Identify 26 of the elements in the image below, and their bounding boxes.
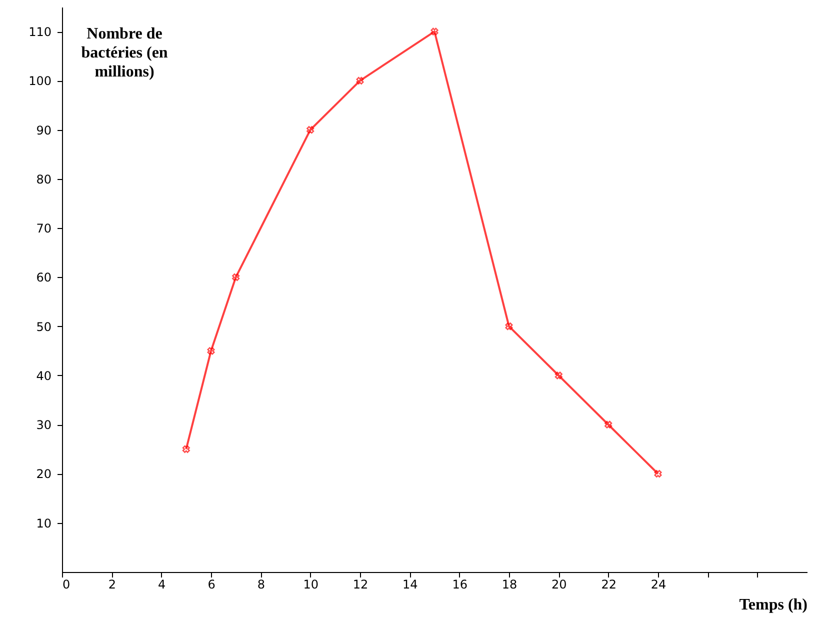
x-tick-label: 8: [257, 578, 265, 592]
y-tick-label: 90: [36, 123, 52, 138]
y-axis-title: Nombre de bactéries (en millions): [81, 26, 168, 80]
y-tick-label: 30: [36, 418, 52, 432]
y-tick-label: 50: [36, 320, 52, 334]
x-tick-label: 18: [502, 578, 518, 592]
x-tick-label: 20: [552, 578, 567, 592]
x-tick-label: 22: [601, 578, 616, 592]
x-tick-label: 14: [402, 578, 418, 592]
y-tick-label: 110: [28, 25, 52, 40]
x-tick-label: 6: [208, 578, 216, 592]
y-tick-label: 40: [36, 368, 52, 383]
x-tick-label: 2: [108, 578, 116, 592]
x-tick-label: 12: [352, 578, 368, 592]
y-tick-label: 100: [28, 74, 52, 88]
y-tick-label: 60: [36, 270, 52, 285]
x-tick-label: 16: [452, 578, 468, 592]
x-tick-label: 24: [650, 578, 666, 592]
y-tick-label: 20: [36, 467, 52, 482]
y-tick-label: 70: [36, 222, 52, 236]
x-tick-label: 0: [62, 578, 70, 592]
x-axis-title: Temps (h): [739, 596, 808, 614]
y-tick-label: 80: [36, 172, 52, 186]
x-tick-label: 4: [158, 578, 166, 592]
y-tick-label: 10: [36, 516, 52, 530]
x-tick-label: 10: [303, 578, 318, 592]
